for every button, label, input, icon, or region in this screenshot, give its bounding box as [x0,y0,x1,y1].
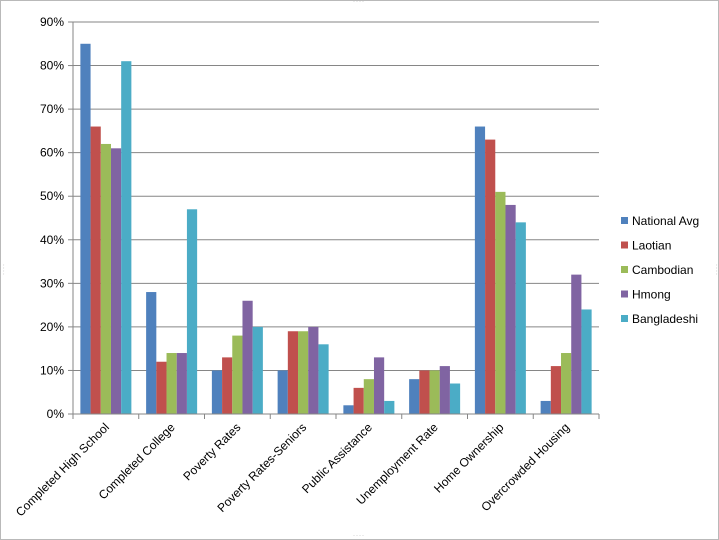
legend-swatch-bangladeshi [621,315,628,322]
bar-laotian-1 [156,361,167,414]
bar-bangladeshi-6 [515,222,526,414]
resize-handle-bottom[interactable]: ···· [353,533,365,539]
x-tick-label: Public Assistance [299,420,375,496]
bar-bangladeshi-0 [121,61,132,414]
bar-hmong-7 [571,274,582,414]
axes [68,21,600,419]
bar-national-avg-2 [211,370,223,414]
bar-laotian-3 [287,331,299,414]
x-tick-label: Home Ownership [431,420,507,496]
bar-national-avg-0 [80,43,91,415]
bar-hmong-3 [308,326,319,414]
y-tick-label: 80% [40,59,64,73]
legend: National Avg Laotian Cambodian Hmong Banglad… [621,214,699,326]
legend-label-cambodian: Cambodian [632,263,693,277]
y-tick-label: 20% [40,320,64,334]
bar-hmong-1 [176,353,187,414]
bar-cambodian-3 [298,331,309,414]
bar-national-avg-5 [409,379,420,414]
bar-bangladeshi-4 [384,400,395,414]
bar-hmong-2 [242,300,253,414]
y-tick-label: 90% [40,15,64,29]
bar-bangladeshi-1 [186,209,198,414]
y-tick-label: 0% [47,407,65,421]
bar-cambodian-5 [429,370,440,414]
resize-handle-right[interactable]: ···· [713,264,719,276]
y-tick-label: 50% [40,189,64,203]
bar-bangladeshi-3 [318,344,329,414]
bar-laotian-6 [485,139,496,414]
bar-bangladeshi-7 [581,309,592,414]
resize-handle-top[interactable]: ···· [353,0,365,5]
legend-swatch-hmong [621,290,628,298]
y-tick-label: 40% [40,233,64,247]
legend-label-hmong: Hmong [632,288,671,302]
bar-national-avg-4 [343,405,354,414]
y-tick-label: 70% [40,102,64,116]
legend-label-laotian: Laotian [632,239,671,253]
bar-cambodian-1 [166,353,177,414]
bar-cambodian-2 [232,335,243,414]
bar-bangladeshi-5 [449,383,461,414]
bars [80,43,592,415]
resize-handle-left[interactable]: ···· [0,264,6,276]
bar-hmong-4 [373,357,385,414]
y-tick-labels: 0% 10% 20% 30% 40% 50% 60% 70% 80% 90% [40,15,64,421]
bar-laotian-5 [419,370,430,414]
bar-laotian-4 [353,387,364,414]
bar-hmong-6 [505,204,516,414]
bar-hmong-0 [110,148,122,415]
y-tick-label: 10% [40,363,64,377]
legend-label-national-avg: National Avg [632,214,699,228]
legend-label-bangladeshi: Bangladeshi [632,312,698,326]
bar-cambodian-0 [100,143,111,414]
y-tick-label: 60% [40,146,64,160]
bar-national-avg-1 [146,292,157,414]
legend-swatch-national-avg [621,217,628,224]
bar-cambodian-4 [363,379,374,414]
bar-national-avg-7 [540,400,551,414]
bar-national-avg-3 [277,370,288,414]
x-tick-label: Completed High School [13,420,112,519]
bar-cambodian-7 [561,353,572,414]
bar-national-avg-6 [474,126,486,415]
legend-swatch-laotian [621,241,628,249]
bar-hmong-5 [439,366,450,414]
legend-swatch-cambodian [621,266,628,273]
bar-cambodian-6 [495,191,506,414]
bar-laotian-2 [222,357,233,414]
x-tick-label: Poverty Rates [180,420,243,483]
bar-bangladeshi-2 [252,326,263,414]
y-tick-label: 30% [40,276,64,290]
bar-laotian-7 [550,366,562,414]
bar-laotian-0 [90,126,101,415]
